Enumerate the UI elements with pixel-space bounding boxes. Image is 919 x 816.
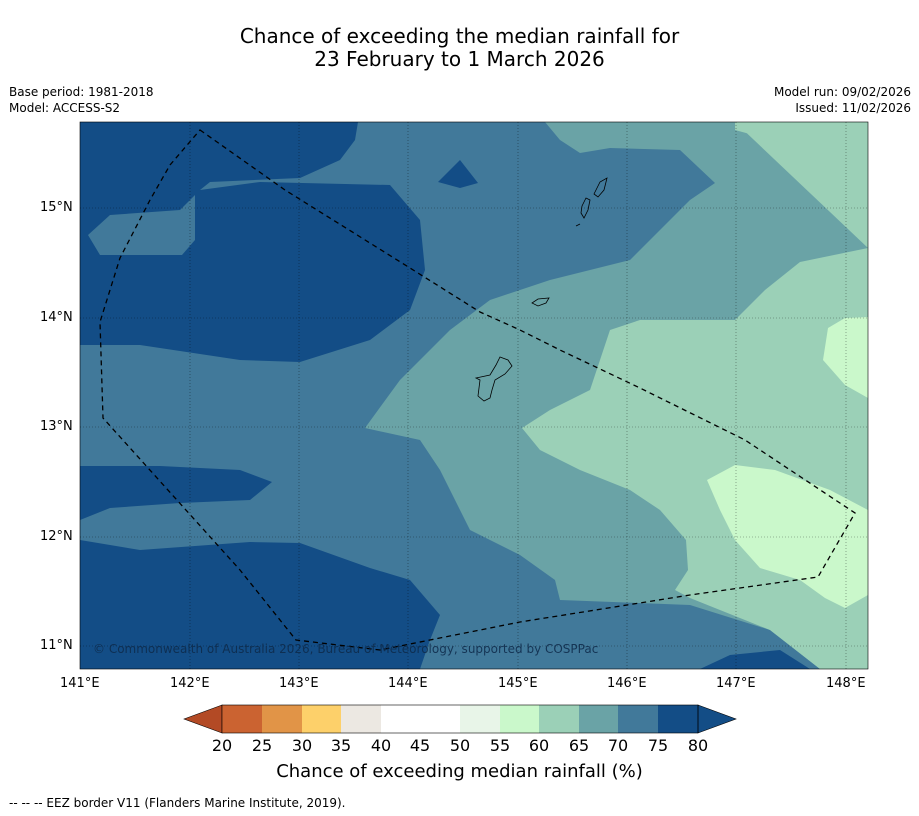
- colorbar-bin-70: [579, 705, 618, 733]
- colorbar-bin-25: [222, 705, 262, 733]
- contour-fill-layer: [80, 122, 868, 669]
- colorbar-bin-55: [460, 705, 500, 733]
- colorbar-label-70: 70: [607, 736, 629, 755]
- lat-label-12: 12°N: [40, 529, 73, 544]
- colorbar-label-40: 40: [370, 736, 392, 755]
- lon-label-142: 142°E: [170, 676, 210, 691]
- model-run: Model run: 09/02/2026: [773, 85, 911, 99]
- colorbar-label-60: 60: [528, 736, 550, 755]
- title-line-1: Chance of exceeding the median rainfall …: [239, 24, 680, 48]
- lon-label-143: 143°E: [279, 676, 319, 691]
- colorbar-label-75: 75: [647, 736, 669, 755]
- contour-60-se: [707, 465, 868, 608]
- colorbar-label-30: 30: [291, 736, 313, 755]
- lat-label-11: 11°N: [40, 638, 73, 653]
- colorbar-bin-45: [381, 705, 420, 733]
- contour-80-mid: [80, 466, 272, 520]
- island-saipan: [580, 197, 591, 219]
- graticule: [80, 122, 868, 669]
- lon-label-141: 141°E: [60, 676, 100, 691]
- lat-label-13: 13°N: [40, 419, 73, 434]
- contour-80-islet: [438, 160, 478, 188]
- map-frame: [79, 121, 869, 670]
- issued-date: Issued: 11/02/2026: [795, 101, 911, 115]
- contour-80-north: [80, 122, 425, 362]
- colorbar-bin-50: [420, 705, 460, 733]
- island-rota: [531, 297, 550, 307]
- colorbar-label-45: 45: [409, 736, 431, 755]
- colorbar-label-80: 80: [687, 736, 709, 755]
- colorbar-bin-75: [618, 705, 658, 733]
- contour-80-se-corner: [700, 650, 810, 669]
- base-period: Base period: 1981-2018: [9, 85, 154, 99]
- island-tinian-north: [593, 177, 608, 198]
- colorbar-bin-30: [262, 705, 302, 733]
- colorbar-bin-35: [302, 705, 341, 733]
- model-name: Model: ACCESS-S2: [9, 101, 121, 115]
- lon-label-148: 148°E: [826, 676, 866, 691]
- eez-legend-footer: -- -- -- EEZ border V11 (Flanders Marine…: [9, 796, 346, 810]
- colorbar-bin-65: [539, 705, 579, 733]
- colorbar-low-extension: [183, 704, 223, 734]
- lon-label-145: 145°E: [498, 676, 538, 691]
- colorbar-label-55: 55: [489, 736, 511, 755]
- lat-label-15: 15°N: [40, 200, 73, 215]
- contour-80-south: [80, 540, 440, 669]
- colorbar-bin-60: [500, 705, 539, 733]
- eez-border: [99, 129, 856, 651]
- colorbar-frame: [221, 704, 699, 734]
- colorbar: [183, 704, 737, 734]
- copyright-notice: © Commonwealth of Australia 2026, Bureau…: [93, 642, 599, 656]
- colorbar-title: Chance of exceeding median rainfall (%): [276, 761, 643, 782]
- island-small: [575, 223, 581, 227]
- colorbar-bin-40: [341, 705, 381, 733]
- colorbar-high-extension: [697, 704, 737, 734]
- lon-label-144: 144°E: [388, 676, 428, 691]
- lon-label-146: 146°E: [607, 676, 647, 691]
- contour-60-east: [823, 317, 868, 398]
- colorbar-label-65: 65: [568, 736, 590, 755]
- colorbar-bin-80: [658, 705, 698, 733]
- colorbar-label-35: 35: [330, 736, 352, 755]
- island-guam: [474, 356, 513, 402]
- colorbar-label-20: 20: [211, 736, 233, 755]
- title-line-2: 23 February to 1 March 2026: [314, 47, 605, 71]
- contour-65-ne: [735, 122, 868, 178]
- lon-label-147: 147°E: [716, 676, 756, 691]
- colorbar-label-25: 25: [251, 736, 273, 755]
- land-outlines: [474, 177, 608, 402]
- lat-label-14: 14°N: [40, 310, 73, 325]
- colorbar-label-50: 50: [449, 736, 471, 755]
